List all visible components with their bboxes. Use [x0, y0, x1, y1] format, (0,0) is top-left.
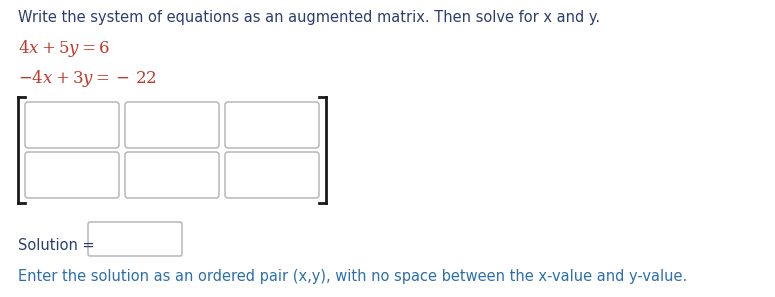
FancyBboxPatch shape [88, 222, 182, 256]
Text: Solution =: Solution = [18, 238, 99, 253]
FancyBboxPatch shape [125, 152, 219, 198]
FancyBboxPatch shape [25, 152, 119, 198]
FancyBboxPatch shape [25, 102, 119, 148]
FancyBboxPatch shape [225, 102, 319, 148]
Text: Enter the solution as an ordered pair (x,y), with no space between the x-value a: Enter the solution as an ordered pair (x… [18, 269, 687, 284]
FancyBboxPatch shape [225, 152, 319, 198]
Text: $4x + 5y = 6$: $4x + 5y = 6$ [18, 38, 110, 59]
FancyBboxPatch shape [125, 102, 219, 148]
Text: Write the system of equations as an augmented matrix. Then solve for x and y.: Write the system of equations as an augm… [18, 10, 600, 25]
Text: $-4x + 3y = -\, 22$: $-4x + 3y = -\, 22$ [18, 68, 157, 89]
